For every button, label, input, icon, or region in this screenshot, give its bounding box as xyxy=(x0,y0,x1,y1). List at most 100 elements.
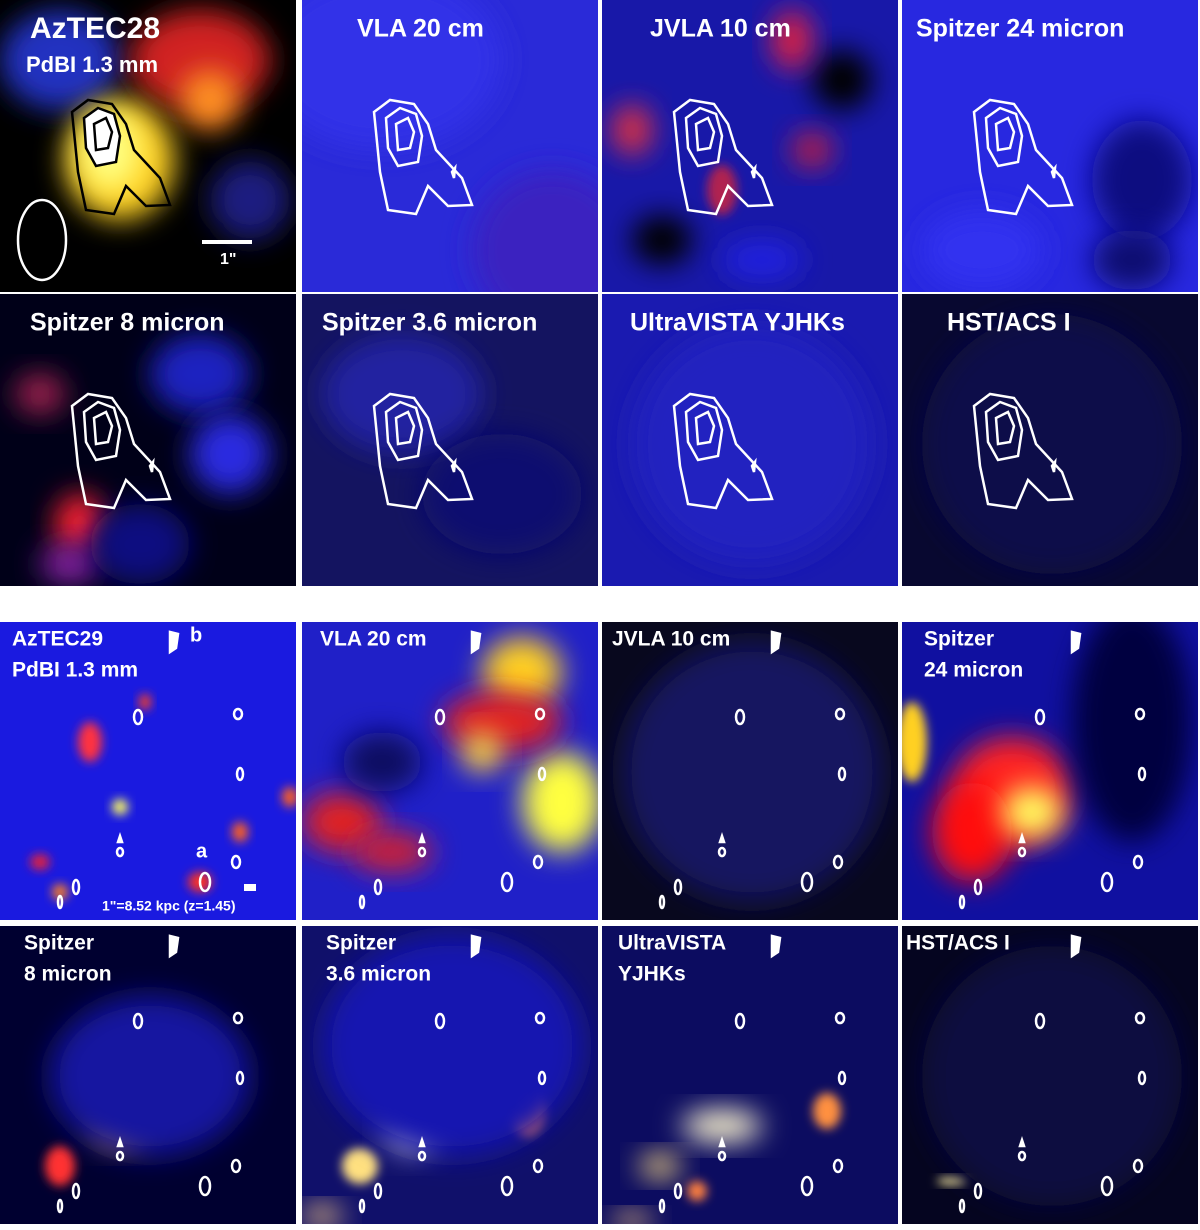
emission xyxy=(180,70,240,130)
panel-label: Spitzer xyxy=(24,932,94,955)
panel-label: AzTEC29 xyxy=(12,628,103,651)
emission xyxy=(462,732,502,772)
image-panel: 1" AzTEC28 PdBI 1.3 mm xyxy=(0,0,296,292)
image-panel: VLA 20 cm xyxy=(302,0,598,292)
image: Spitzer 3.6 micron xyxy=(302,926,598,1224)
image-panel: a b 1"=8.52 kpc (z=1.45) AzTEC29 PdBI 1.3 mm xyxy=(0,622,296,920)
image: a b 1"=8.52 kpc (z=1.45) AzTEC29 PdBI 1.3 mm xyxy=(0,622,296,920)
image: HST/ACS I xyxy=(902,294,1198,586)
image: UltraVISTA YJHKs xyxy=(602,294,898,586)
image-panel: UltraVISTA YJHKs xyxy=(602,294,898,586)
emission xyxy=(442,692,562,752)
panel-label: AzTEC28 xyxy=(30,12,160,45)
emission xyxy=(1002,787,1062,837)
image-panel: VLA 20 cm xyxy=(302,622,598,920)
marker: b xyxy=(190,624,202,646)
panel-label: 8 micron xyxy=(24,963,112,986)
image-panel: Spitzer 8 micron xyxy=(0,294,296,586)
emission xyxy=(640,1154,680,1178)
image-panel: Spitzer 3.6 micron xyxy=(302,926,598,1224)
emission xyxy=(342,1148,378,1184)
emission xyxy=(482,637,562,707)
emission xyxy=(90,504,190,584)
emission xyxy=(922,946,1182,1206)
beam xyxy=(16,198,68,282)
emission xyxy=(322,936,582,1156)
image: HST/ACS I xyxy=(902,926,1198,1224)
image: 1" AzTEC28 PdBI 1.3 mm xyxy=(0,0,296,292)
emission xyxy=(612,105,652,155)
emission xyxy=(322,334,482,454)
panel-label: Spitzer 8 micron xyxy=(30,309,225,337)
scale-label: 1" xyxy=(220,251,236,268)
emission xyxy=(937,1177,967,1185)
scale-label: 1"=8.52 kpc (z=1.45) xyxy=(102,898,236,914)
image: VLA 20 cm xyxy=(302,0,598,292)
emission xyxy=(50,996,250,1156)
image-panel: Spitzer 24 micron xyxy=(902,0,1198,292)
emission xyxy=(302,1206,342,1224)
contour xyxy=(92,116,114,152)
emission xyxy=(52,884,68,900)
emission xyxy=(932,782,1012,882)
emission xyxy=(813,1093,841,1129)
emission xyxy=(112,799,128,815)
panel-label: UltraVISTA YJHKs xyxy=(630,309,845,337)
image: Spitzer 8 micron xyxy=(0,294,296,586)
emission xyxy=(302,0,502,150)
emission xyxy=(612,1213,652,1224)
emission xyxy=(792,132,832,168)
emission xyxy=(522,752,598,852)
image: Spitzer 24 micron xyxy=(902,0,1198,292)
panel-label: VLA 20 cm xyxy=(357,15,484,43)
image: Spitzer 24 micron xyxy=(902,622,1198,920)
image: VLA 20 cm xyxy=(302,622,598,920)
emission xyxy=(40,544,100,584)
panel-label: VLA 20 cm xyxy=(320,628,427,651)
panel-label: JVLA 10 cm xyxy=(650,15,791,43)
emission xyxy=(342,732,422,792)
emission xyxy=(632,215,692,265)
image-panel: Spitzer 24 micron xyxy=(902,622,1198,920)
image-panel: HST/ACS I xyxy=(902,926,1198,1224)
panel-label: 3.6 micron xyxy=(326,963,431,986)
contour xyxy=(70,98,172,216)
image: Spitzer 3.6 micron xyxy=(302,294,598,586)
emission xyxy=(682,1110,762,1142)
panel-label: Spitzer xyxy=(326,932,396,955)
emission xyxy=(139,694,151,710)
emission xyxy=(0,10,120,110)
image: JVLA 10 cm xyxy=(602,0,898,292)
image-panel: Spitzer 3.6 micron xyxy=(302,294,598,586)
image-panel: JVLA 10 cm xyxy=(602,622,898,920)
emission xyxy=(622,642,882,902)
panel-label: HST/ACS I xyxy=(947,309,1071,337)
panel-label: 24 micron xyxy=(924,659,1023,682)
background xyxy=(0,622,296,920)
emission xyxy=(282,787,296,807)
scale-bar xyxy=(244,884,256,891)
emission xyxy=(210,160,290,240)
contour xyxy=(82,106,122,168)
panel-label: Spitzer 24 micron xyxy=(916,15,1124,43)
panel-label: HST/ACS I xyxy=(906,932,1010,955)
emission xyxy=(722,240,802,280)
emission xyxy=(772,10,812,70)
panel-label: UltraVISTA xyxy=(618,932,726,955)
panel-label: Spitzer xyxy=(924,628,994,651)
emission xyxy=(812,50,872,110)
emission xyxy=(707,165,737,215)
image-panel: HST/ACS I xyxy=(902,294,1198,586)
emission xyxy=(232,822,248,842)
emission xyxy=(30,854,50,870)
emission xyxy=(922,210,1042,290)
image-panel: UltraVISTA YJHKs xyxy=(602,926,898,1224)
emission xyxy=(352,832,432,872)
image-panel: JVLA 10 cm xyxy=(602,0,898,292)
emission xyxy=(632,324,872,564)
emission xyxy=(45,1146,75,1186)
emission xyxy=(1092,230,1172,290)
emission xyxy=(472,170,598,292)
image: Spitzer 8 micron xyxy=(0,926,296,1224)
image: JVLA 10 cm xyxy=(602,622,898,920)
